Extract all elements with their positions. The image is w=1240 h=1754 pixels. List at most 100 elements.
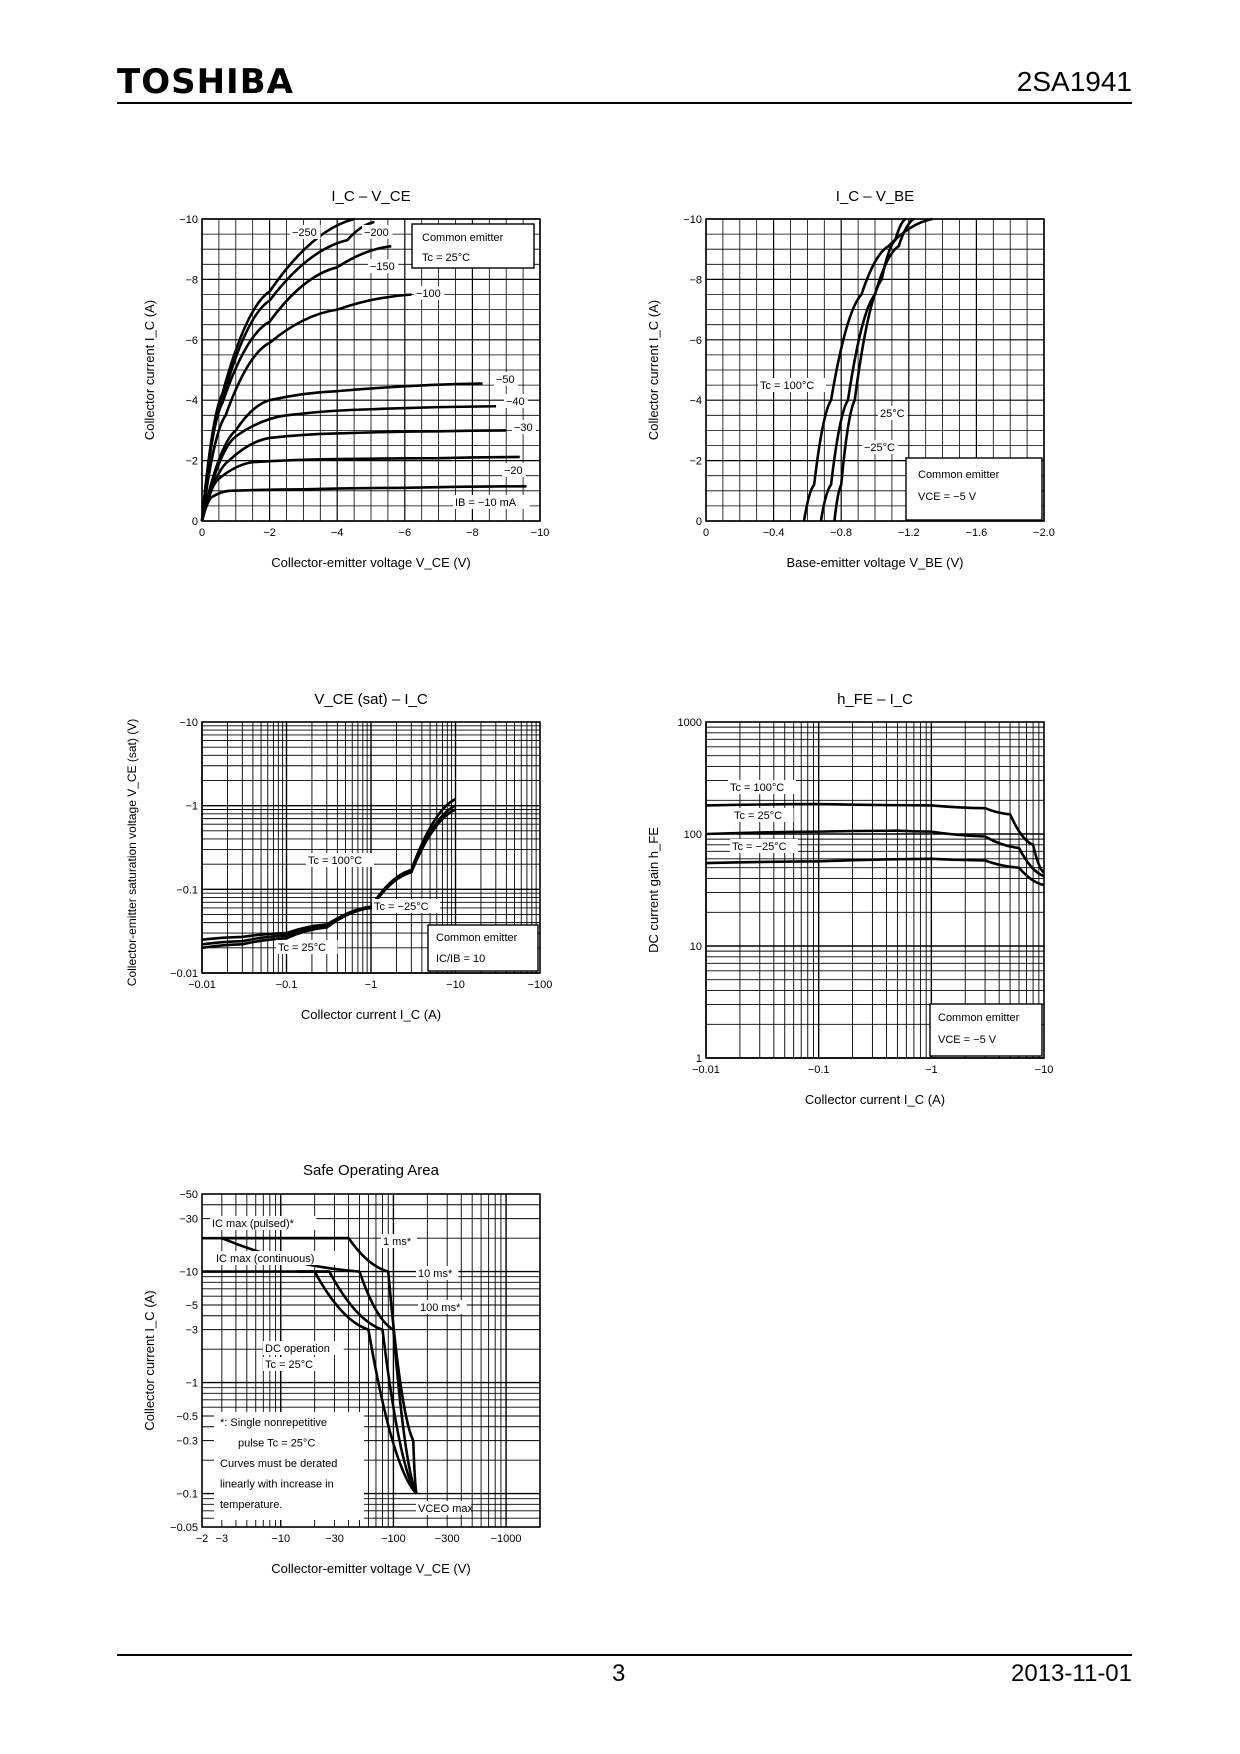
- ic_vce-y-tick: 0: [192, 516, 198, 528]
- vcesat_ic-y-tick: −1: [185, 801, 198, 813]
- soa-footnote: temperature.: [220, 1499, 282, 1511]
- ic_vbe-title: I_C – V_BE: [836, 188, 914, 205]
- ic-vbe-notes-box: [905, 457, 1043, 521]
- page-number: 3: [612, 1660, 626, 1687]
- soa-y-tick: −5: [185, 1300, 198, 1312]
- vcesat_ic-x-tick: −10: [446, 979, 465, 991]
- ic_vbe-y-tick: 0: [696, 516, 702, 528]
- ic_vce-y-tick: −2: [185, 456, 198, 468]
- ic_vce-x-tick: −10: [531, 527, 550, 539]
- vcesat_ic-xlabel: Collector current I_C (A): [301, 1007, 441, 1022]
- ic_vbe-y-tick: −4: [689, 395, 702, 407]
- soa-x-tick: −100: [381, 1533, 406, 1545]
- hfe-label-bg: [730, 839, 798, 853]
- ic-vce-label-bg: [494, 372, 518, 386]
- soa-y-tick: −10: [179, 1267, 198, 1279]
- ic-vce-curve-label: −100: [416, 288, 441, 300]
- soa-footnote: pulse Tc = 25°C: [238, 1438, 315, 1450]
- soa-note-box: [214, 1412, 364, 1520]
- hfe-note: VCE = −5 V: [938, 1034, 997, 1046]
- hfe-curve-label: Tc = 100°C: [730, 782, 784, 794]
- ic-vce-label-bg: [504, 394, 528, 408]
- ic-vce-notes-box: [411, 223, 535, 269]
- ic-vbe-curve-label: −25°C: [864, 442, 895, 454]
- vcesat_ic-x-tick: −0.1: [276, 979, 298, 991]
- soa-x-tick: −1000: [491, 1533, 522, 1545]
- soa-label-bg: [381, 1234, 417, 1248]
- ic-vce-curve-label: −20: [504, 465, 523, 477]
- ic_vce-series-8: [200, 217, 355, 522]
- ic-vce-curve-label: −30: [514, 422, 533, 434]
- part-number: 2SA1941: [1016, 66, 1132, 97]
- vcesat-notes-box: [427, 924, 539, 972]
- vcesat_ic-title: V_CE (sat) – I_C: [314, 691, 428, 708]
- soa-y-tick: −0.3: [176, 1436, 198, 1448]
- soa-label-t10ms: 10 ms*: [418, 1268, 453, 1280]
- vcesat-curve-label: Tc = 25°C: [278, 942, 326, 954]
- soa-y-tick: −50: [179, 1189, 198, 1201]
- soa-label-vceo: VCEO max: [418, 1503, 474, 1515]
- ic_vce-chart: 0 −2 −4 −6 −8 −100−2−4−6−8−10I_C – V_CECollec…: [142, 188, 549, 570]
- hfe_ic-series-2: [705, 857, 1045, 887]
- ic-vbe-note: Common emitter: [918, 469, 1000, 481]
- vcesat_ic-frame: [201, 721, 541, 974]
- ic_vbe-y-tick: −8: [689, 274, 702, 286]
- ic_vce-ylabel: Collector current I_C (A): [142, 300, 157, 440]
- vcesat_ic-ylabel: Collector-emitter saturation voltage V_C…: [125, 719, 139, 986]
- soa-x-tick: −10: [271, 1533, 290, 1545]
- vcesat_ic-grid: [201, 722, 540, 974]
- ic_vce-series-1: [200, 455, 520, 522]
- ic-vce-label-bg: [290, 225, 321, 239]
- soa-y-tick: −0.5: [176, 1411, 198, 1423]
- ic-vce-curve-label: −250: [292, 227, 317, 239]
- soa-label-dc_tc: Tc = 25°C: [265, 1359, 313, 1371]
- vcesat-curve-label: Tc = −25°C: [374, 901, 429, 913]
- ic-vbe-note: VCE = −5 V: [918, 491, 977, 503]
- ic-vbe-label-bg: [758, 378, 826, 392]
- soa-x-tick: −3: [216, 1533, 229, 1545]
- hfe-curve-label: Tc = −25°C: [732, 841, 787, 853]
- ic_vbe-chart: 0 −0.4 −0.8 −1.2 −1.6 −2.0 0 −2 −4 −6 −8 −10 I_C – V…: [646, 188, 1055, 570]
- hfe_ic-series-1: [705, 829, 1045, 878]
- soa-label-bg: [418, 1300, 467, 1314]
- hfe-label-bg: [728, 780, 796, 794]
- ic_vce-grid: [201, 218, 541, 522]
- ic_vce-y-tick: −8: [185, 274, 198, 286]
- ic_vce-frame: [201, 218, 541, 522]
- soa-label-dc: DC operation: [265, 1343, 330, 1355]
- ic_vce-x-tick: −6: [399, 527, 412, 539]
- soa-label-ic_pulsed: IC max (pulsed)*: [212, 1218, 295, 1230]
- hfe_ic-frame: [705, 721, 1045, 1059]
- vcesat-curve-label: Tc = 100°C: [308, 855, 362, 867]
- vcesat_ic-x-tick: −0.01: [188, 979, 216, 991]
- hfe_ic-grid: [705, 722, 1044, 1059]
- hfe-label-bg: [732, 808, 794, 822]
- ic_vce-series-2: [200, 429, 507, 522]
- page-header: TOSHIBA 2SA1941: [117, 60, 1132, 104]
- vcesat-label-bg: [306, 853, 374, 867]
- ic_vce-y-tick: −10: [179, 214, 198, 226]
- soa-xlabel: Collector-emitter voltage V_CE (V): [271, 1561, 470, 1576]
- ic-vbe-curve-label: Tc = 100°C: [760, 380, 814, 392]
- hfe_ic-title: h_FE – I_C: [837, 691, 913, 708]
- ic_vbe-x-tick: −1.6: [966, 527, 988, 539]
- ic-vce-curve-label: −150: [370, 261, 395, 273]
- hfe-curve-label: Tc = 25°C: [734, 810, 782, 822]
- ic_vce-x-tick: 0: [199, 527, 205, 539]
- soa-label-ic_continuous: IC max (continuous): [216, 1253, 314, 1265]
- hfe-notes-box: [929, 1003, 1043, 1057]
- ic-vce-curve-label: −40: [506, 396, 525, 408]
- soa-x-tick: −300: [435, 1533, 460, 1545]
- soa-x-tick: −2: [196, 1533, 209, 1545]
- ic_vbe-series-1: [819, 217, 915, 522]
- ic-vce-curve-label: −50: [496, 374, 515, 386]
- ic-vce-label-bg: [368, 259, 399, 273]
- vcesat-label-bg: [276, 940, 338, 954]
- hfe_ic-ylabel: DC current gain h_FE: [646, 827, 661, 953]
- soa-y-tick: −1: [185, 1378, 198, 1390]
- hfe_ic-y-tick: 10: [690, 941, 702, 953]
- ic_vce-xlabel: Collector-emitter voltage V_CE (V): [271, 555, 470, 570]
- soa-y-tick: −3: [185, 1325, 198, 1337]
- vcesat-note: IC/IB = 10: [436, 953, 485, 965]
